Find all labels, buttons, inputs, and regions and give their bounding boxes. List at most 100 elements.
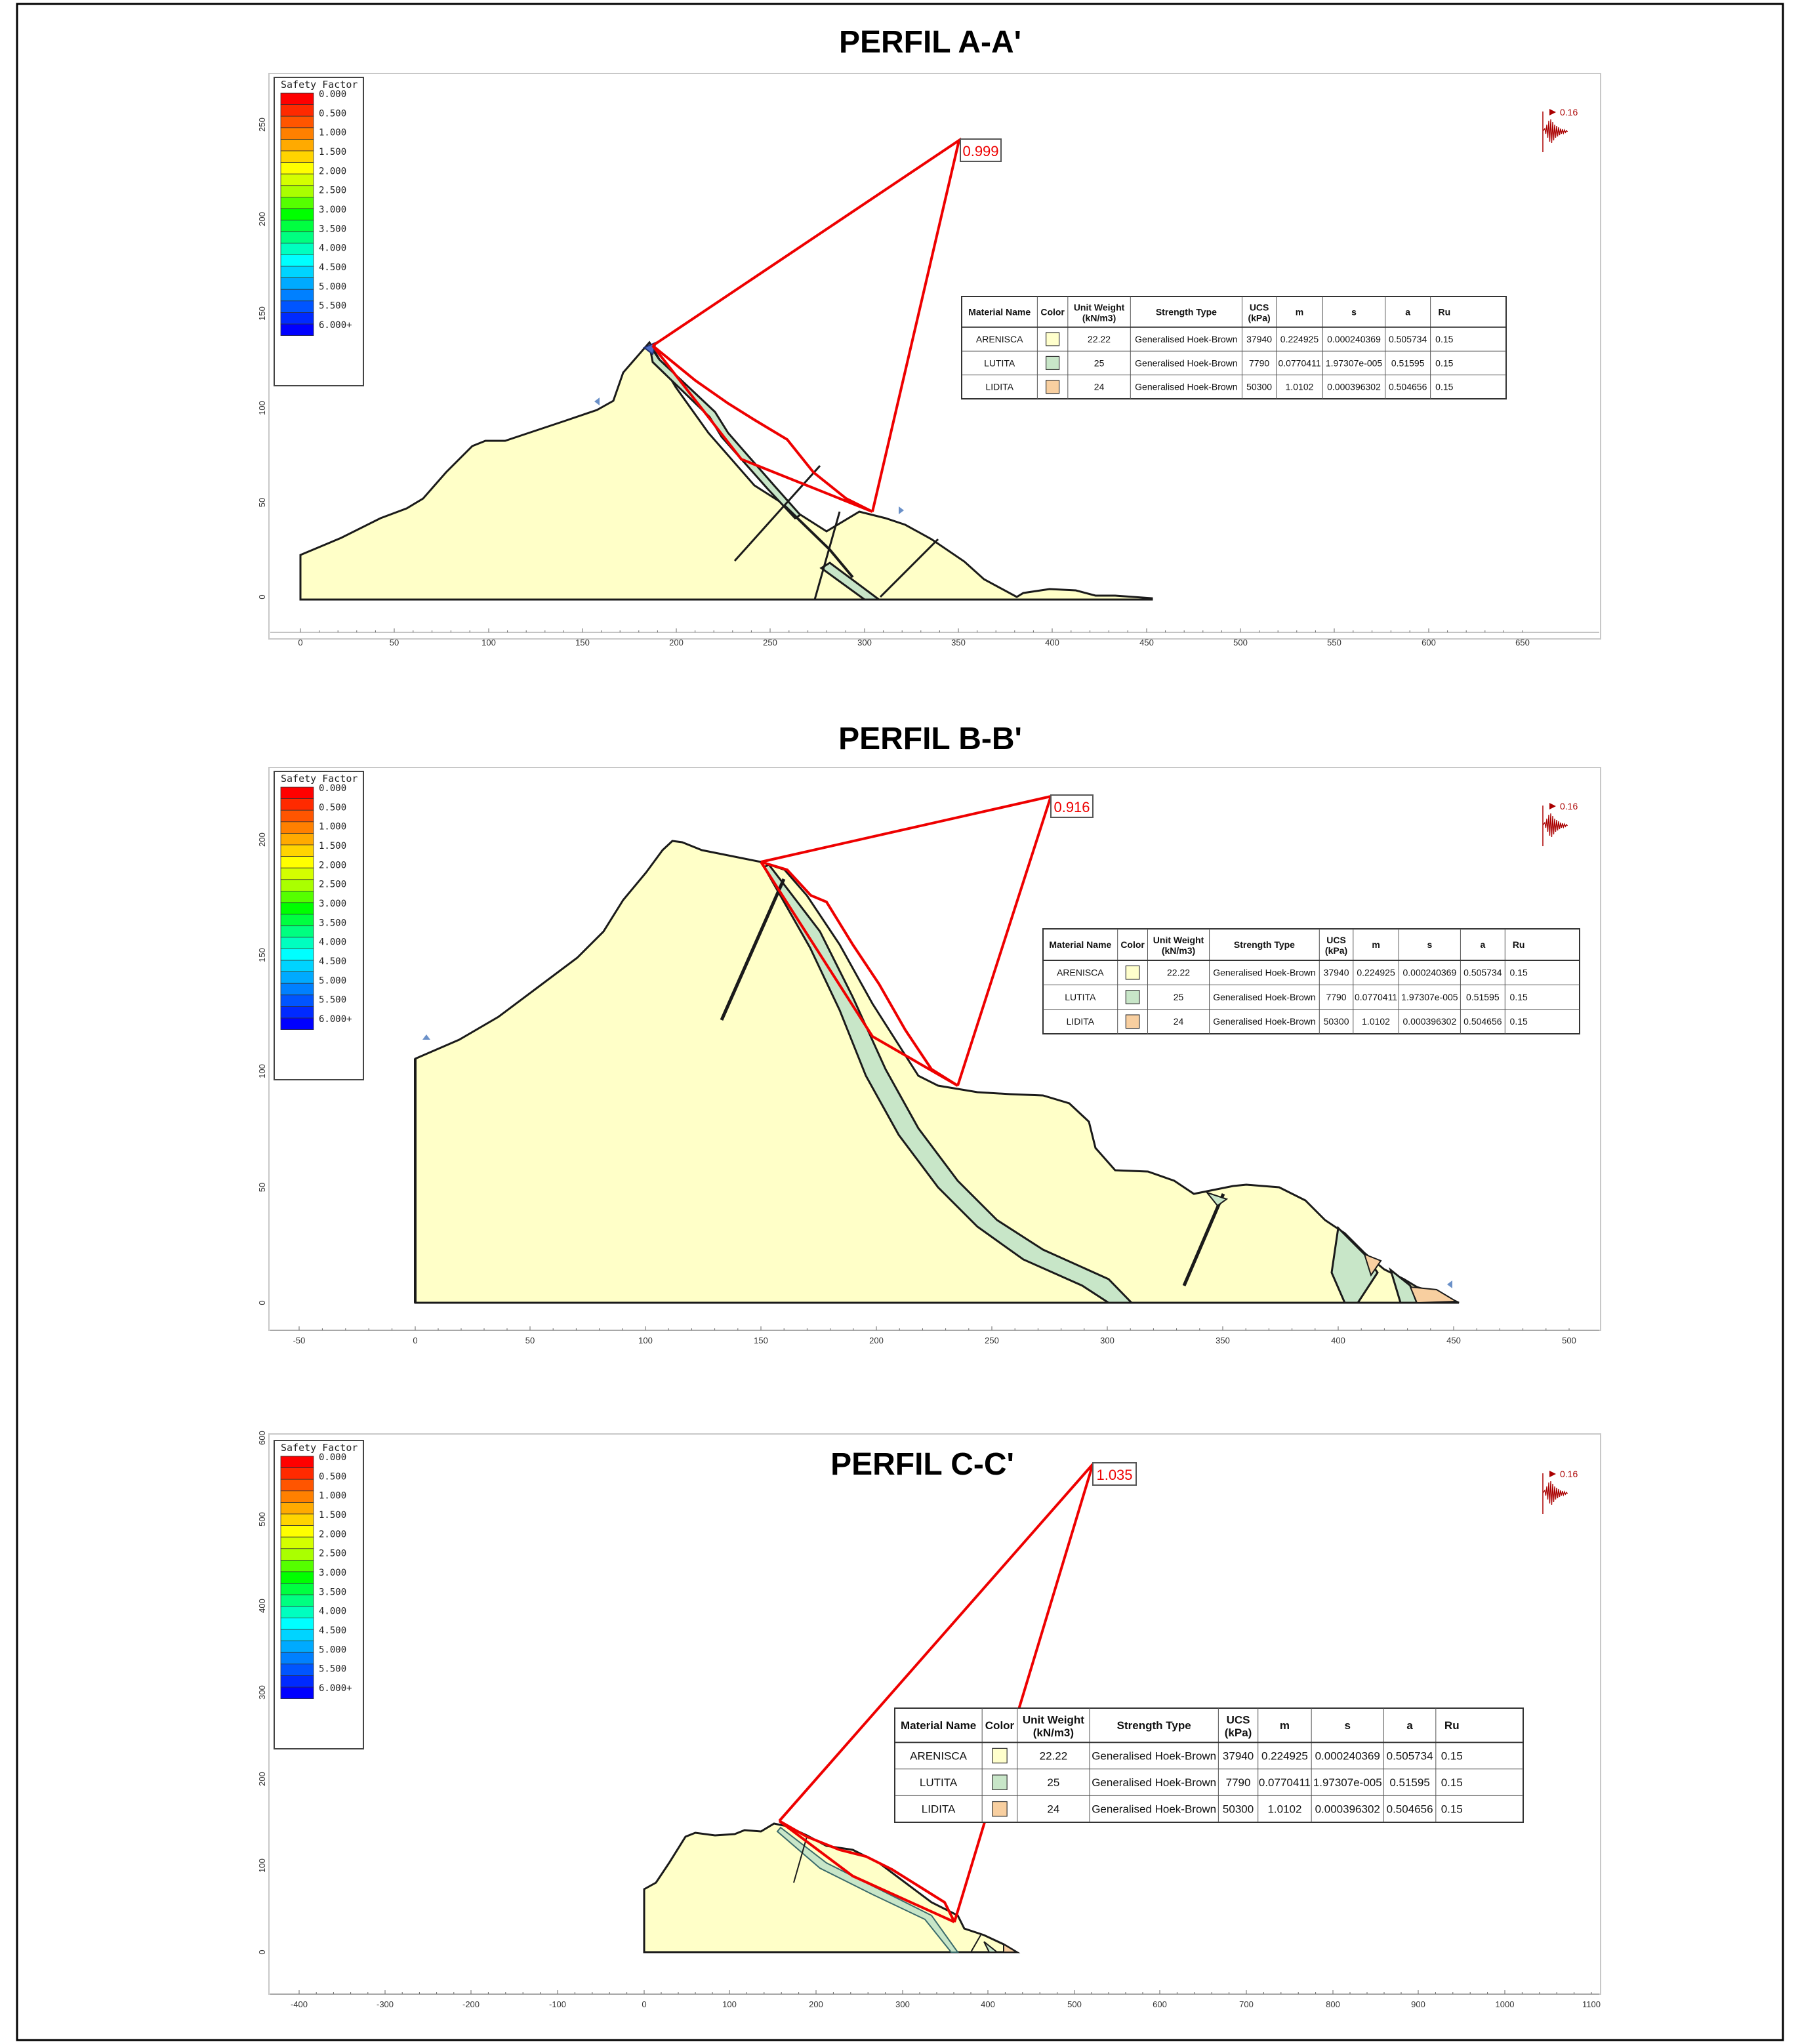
legend-swatch <box>280 1467 314 1480</box>
panel-b-x-axis: -50 0 50 100 150 200 250 300 350 400 450 500 <box>270 1326 1599 1345</box>
legend-level-label: 6.000+ <box>319 320 352 331</box>
legend-level-label: 3.000 <box>319 205 346 215</box>
x-tick-label: 0 <box>642 1999 646 2009</box>
x-tick-label: 100 <box>722 1999 737 2009</box>
legend-swatch <box>280 856 314 869</box>
legend-swatch <box>280 949 314 961</box>
table-cell: Generalised Hoek-Brown <box>1135 382 1237 392</box>
y-tick-label: 300 <box>257 1685 267 1700</box>
table-cell: 1.97307e-005 <box>1313 1776 1382 1789</box>
table-cell: 37940 <box>1324 968 1349 978</box>
legend-swatch <box>280 231 314 244</box>
table-cell: 24 <box>1174 1016 1184 1027</box>
x-tick-label: 150 <box>754 1336 768 1345</box>
legend-level-label: 4.500 <box>319 1625 346 1636</box>
seismic-wave-icon <box>1542 119 1568 144</box>
material-color-swatch <box>1045 380 1060 394</box>
legend-level-label: 1.500 <box>319 841 346 851</box>
legend-swatch <box>280 266 314 279</box>
table-cell: 24 <box>1094 382 1105 392</box>
x-tick-label: 600 <box>1422 638 1436 647</box>
table-cell: 0.15 <box>1441 1749 1463 1762</box>
legend-swatch <box>280 115 314 129</box>
panel-b-joint-1 <box>720 878 786 1021</box>
x-tick-label: 200 <box>809 1999 823 2009</box>
seismic-wave-icon <box>1542 1481 1568 1505</box>
x-tick-label: 550 <box>1327 638 1341 647</box>
panel-a-seismic-icon: 0.16 <box>1542 107 1578 152</box>
legend-swatch <box>280 937 314 949</box>
x-tick-label: 800 <box>1326 1999 1340 2009</box>
panel-b-critical-slip-surface <box>760 861 959 1087</box>
y-tick-label: 500 <box>257 1512 267 1526</box>
legend-swatch <box>280 1606 314 1618</box>
y-tick-label: 0 <box>257 594 267 599</box>
panel-a-fs-leader-lines <box>651 137 962 512</box>
panel-c-critical-slip-surface <box>779 1820 956 1923</box>
table-cell: 0.15 <box>1441 1776 1463 1789</box>
table-cell: 37940 <box>1223 1749 1254 1762</box>
x-tick-label: 400 <box>1331 1336 1345 1345</box>
table-cell: 0.0770411 <box>1355 992 1397 1002</box>
table-cell: 0.15 <box>1435 358 1453 368</box>
x-tick-label: 0 <box>413 1336 417 1345</box>
legend-title: Safety Factor <box>281 773 358 785</box>
legend-swatch <box>280 1594 314 1607</box>
seismic-wave-icon <box>1542 813 1568 838</box>
y-tick-label: 600 <box>257 1431 267 1445</box>
panel-b-title: PERFIL B-B' <box>838 722 1022 756</box>
table-header-cell: a <box>1480 939 1485 950</box>
panel-c-lutita-lens <box>983 1941 999 1953</box>
legend-swatch <box>280 1536 314 1549</box>
panel-b-limit-marker-left <box>422 1034 430 1040</box>
legend-level-label: 3.500 <box>319 224 346 234</box>
legend-swatch <box>280 971 314 984</box>
table-cell: 0.505734 <box>1389 334 1427 344</box>
legend-swatch <box>280 787 314 800</box>
panel-a-limit-marker-right <box>899 506 904 514</box>
legend-level-label: 2.500 <box>319 1549 346 1559</box>
table-header-cell: Strength Type <box>1156 306 1217 317</box>
seismic-coefficient: 0.16 <box>1560 1469 1578 1479</box>
panel-a-y-axis: 0 50 100 150 200 250 <box>257 117 267 599</box>
table-header-cell: s <box>1427 939 1432 950</box>
table-header-cell: s <box>1345 1719 1351 1732</box>
panel-a-material-table: Material Name Color Unit Weight (kN/m3) Stre… <box>961 296 1507 399</box>
panel-b-lidita-lens-2 <box>1363 1253 1382 1277</box>
x-tick-label: 650 <box>1515 638 1530 647</box>
legend-level-label: 3.500 <box>319 918 346 928</box>
legend-swatch <box>280 1664 314 1676</box>
table-cell: LUTITA <box>1065 992 1096 1002</box>
panel-a-title: PERFIL A-A' <box>839 25 1021 60</box>
table-cell: 0.000240369 <box>1327 334 1381 344</box>
y-tick-label: 150 <box>257 948 267 962</box>
legend-title: Safety Factor <box>281 79 358 91</box>
y-tick-label: 50 <box>257 498 267 507</box>
table-cell: LIDITA <box>922 1803 956 1816</box>
panel-b-fs-box <box>1050 794 1094 818</box>
panel-c-joint-1 <box>793 1836 808 1883</box>
legend-swatch <box>280 220 314 232</box>
x-tick-label: 1100 <box>1582 1999 1601 2009</box>
table-cell: 25 <box>1174 992 1184 1002</box>
legend-swatch <box>280 277 314 290</box>
legend-swatch <box>280 925 314 938</box>
x-tick-label: 100 <box>481 638 496 647</box>
table-cell: 0.505734 <box>1463 968 1502 978</box>
legend-level-label: 5.000 <box>319 1645 346 1655</box>
y-tick-label: 50 <box>257 1183 267 1192</box>
legend-level-label: 0.500 <box>319 1471 346 1482</box>
legend-level-label: 4.500 <box>319 956 346 967</box>
legend-swatch <box>280 289 314 302</box>
table-header-cell: Unit Weight (kN/m3) <box>1153 935 1204 956</box>
legend-swatch <box>280 300 314 313</box>
y-tick-label: 200 <box>257 212 267 226</box>
panel-b-small-lens <box>1205 1191 1229 1207</box>
y-tick-label: 0 <box>257 1300 267 1305</box>
legend-swatch <box>280 1525 314 1538</box>
legend-level-label: 1.000 <box>319 128 346 138</box>
legend-level-label: 0.000 <box>319 783 346 794</box>
x-tick-label: 700 <box>1239 1999 1254 2009</box>
x-tick-label: 300 <box>895 1999 910 2009</box>
x-tick-label: 900 <box>1411 1999 1425 2009</box>
